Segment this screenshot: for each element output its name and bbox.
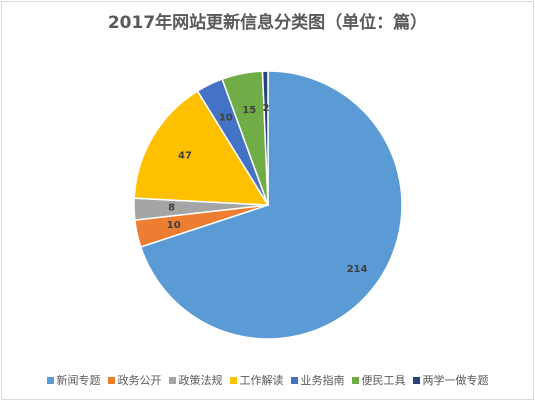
legend-label: 政务公开 (117, 374, 162, 387)
pie-slice-工作解读 (133, 90, 270, 206)
legend-swatch (412, 376, 420, 384)
data-label-便民工具: 15 (242, 105, 256, 116)
legend-swatch (107, 376, 115, 384)
legend-label: 便民工具 (361, 374, 406, 387)
data-label-业务指南: 10 (219, 113, 233, 124)
pie-slice-新闻专题 (139, 70, 403, 340)
data-label-工作解读: 47 (178, 150, 192, 161)
chart-title: 2017年网站更新信息分类图（单位：篇） (107, 13, 428, 33)
data-label-政务公开: 10 (167, 220, 181, 231)
data-label-新闻专题: 214 (347, 264, 368, 275)
legend: 新闻专题 政务公开 政策法规 工作解读 业务指南 便民工具 两学一做专题 (2, 372, 533, 388)
data-label-政策法规: 8 (168, 202, 175, 213)
legend-item-政策法规: 政策法规 (168, 372, 223, 388)
pie-slice-两学一做专题 (261, 70, 269, 206)
legend-label: 业务指南 (300, 374, 345, 387)
legend-item-工作解读: 工作解读 (229, 372, 284, 388)
legend-item-业务指南: 业务指南 (290, 372, 345, 388)
legend-item-两学一做专题: 两学一做专题 (412, 372, 489, 388)
legend-label: 两学一做专题 (422, 374, 489, 387)
legend-swatch (46, 376, 54, 384)
legend-swatch (351, 376, 359, 384)
legend-swatch (229, 376, 237, 384)
legend-label: 新闻专题 (56, 374, 101, 387)
data-label-两学一做专题: 2 (263, 103, 270, 114)
legend-item-政务公开: 政务公开 (107, 372, 162, 388)
legend-label: 工作解读 (239, 374, 284, 387)
legend-item-便民工具: 便民工具 (351, 372, 406, 388)
legend-swatch (290, 376, 298, 384)
legend-label: 政策法规 (178, 374, 223, 387)
legend-swatch (168, 376, 176, 384)
legend-item-新闻专题: 新闻专题 (46, 372, 101, 388)
